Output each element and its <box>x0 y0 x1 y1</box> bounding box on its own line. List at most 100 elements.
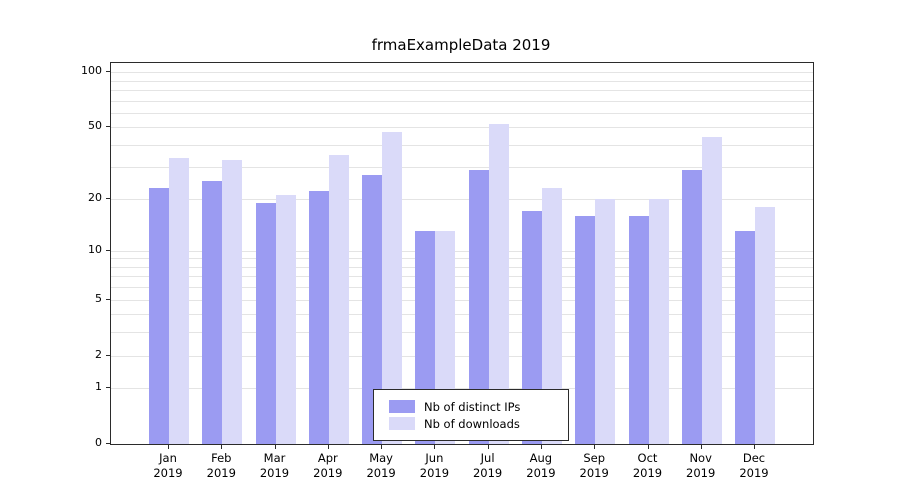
x-tick-mark <box>487 445 489 449</box>
x-tick-year: 2019 <box>153 466 183 480</box>
gridline <box>111 314 813 316</box>
y-tick-label-50: 50 <box>88 119 102 133</box>
grid-layer <box>111 63 813 444</box>
y-tick-label-2: 2 <box>95 347 102 361</box>
x-tick-month: Jun <box>425 451 444 465</box>
legend: Nb of distinct IPs Nb of downloads <box>373 389 569 441</box>
x-tick-year: 2019 <box>419 466 450 480</box>
bar-nb-of-downloads-jan <box>169 157 189 444</box>
x-tick-month: Jul <box>480 451 495 465</box>
bar-nb-of-distinct-ips-dec <box>735 231 755 444</box>
gridline <box>111 89 813 91</box>
gridline <box>111 80 813 82</box>
x-tick-year: 2019 <box>366 466 396 480</box>
x-tick-year: 2019 <box>526 466 556 480</box>
chart-title: frmaExampleData 2019 <box>371 36 551 54</box>
x-tick-mark <box>327 445 329 449</box>
bar-nb-of-downloads-mar <box>275 194 296 444</box>
x-tick-month: Apr <box>317 451 338 465</box>
x-tick-mark <box>700 445 702 449</box>
x-tick-month: May <box>369 451 393 465</box>
x-tick-label-oct: Oct 2019 <box>622 451 674 481</box>
legend-label-downloads: Nb of downloads <box>424 416 520 431</box>
x-tick-month: Mar <box>263 451 286 465</box>
bar-nb-of-distinct-ips-aug <box>521 211 542 444</box>
bar-nb-of-distinct-ips-feb <box>202 181 223 444</box>
gridline <box>111 167 813 169</box>
bar-nb-of-distinct-ips-jan <box>149 187 169 444</box>
x-tick-mark <box>540 445 542 449</box>
bar-nb-of-distinct-ips-sep <box>575 215 596 444</box>
x-tick-label-jan: Jan 2019 <box>142 451 194 481</box>
y-tick-label-5: 5 <box>95 291 102 305</box>
gridline <box>111 266 813 268</box>
bars-layer <box>111 63 813 444</box>
x-tick-label-aug: Aug 2019 <box>515 451 567 481</box>
bar-nb-of-downloads-oct <box>648 198 669 444</box>
bar-nb-of-distinct-ips-jul <box>468 169 489 444</box>
x-tick-month: Jan <box>159 451 177 465</box>
y-tick-label-0: 0 <box>95 436 102 449</box>
x-tick-year: 2019 <box>472 466 503 480</box>
x-tick-year: 2019 <box>739 466 769 480</box>
gridline <box>111 276 813 278</box>
gridline <box>111 112 813 114</box>
x-tick-label-jul: Jul 2019 <box>462 451 514 481</box>
x-tick-year: 2019 <box>579 466 609 480</box>
y-tick-mark <box>106 443 110 444</box>
bar-nb-of-downloads-sep <box>595 198 616 444</box>
x-tick-mark <box>168 445 169 449</box>
bar-nb-of-downloads-jul <box>488 124 509 444</box>
x-tick-label-sep: Sep 2019 <box>568 451 620 481</box>
plot-area: Nb of distinct IPs Nb of downloads <box>110 62 814 445</box>
x-tick-mark <box>274 445 276 449</box>
y-tick-mark <box>106 354 110 356</box>
x-tick-year: 2019 <box>206 466 236 480</box>
x-tick-label-mar: Mar 2019 <box>249 451 301 481</box>
gridline <box>111 299 813 301</box>
x-tick-year: 2019 <box>686 466 716 480</box>
x-tick-label-apr: Apr 2019 <box>302 451 354 481</box>
x-tick-label-nov: Nov 2019 <box>675 451 727 481</box>
x-tick-month: Aug <box>529 451 553 465</box>
bar-nb-of-distinct-ips-oct <box>628 215 649 444</box>
x-tick-mark <box>434 445 436 449</box>
legend-swatch-distinct-ips <box>389 400 415 413</box>
gridline <box>111 198 813 200</box>
x-tick-label-feb: Feb 2019 <box>195 451 247 481</box>
y-tick-mark <box>106 249 110 251</box>
gridline <box>111 250 813 252</box>
y-tick-mark <box>106 387 110 389</box>
bar-nb-of-downloads-apr <box>328 155 349 444</box>
legend-item-distinct-ips: Nb of distinct IPs <box>389 398 568 415</box>
y-tick-label-1: 1 <box>95 380 102 394</box>
bar-nb-of-distinct-ips-apr <box>308 191 329 444</box>
legend-item-downloads: Nb of downloads <box>389 415 568 432</box>
legend-swatch-downloads <box>389 417 415 430</box>
x-tick-month: Dec <box>742 451 766 465</box>
x-tick-year: 2019 <box>259 466 290 480</box>
x-tick-mark <box>647 445 649 449</box>
x-tick-month: Nov <box>689 451 712 465</box>
gridline <box>111 100 813 102</box>
gridline <box>111 388 813 390</box>
x-tick-label-may: May 2019 <box>355 451 407 481</box>
x-tick-mark <box>594 445 596 449</box>
y-tick-mark <box>106 298 110 300</box>
y-tick-mark <box>106 197 110 199</box>
gridline <box>111 144 813 146</box>
gridline <box>111 287 813 289</box>
gridline <box>111 72 813 73</box>
x-tick-label-dec: Dec 2019 <box>728 451 780 481</box>
bar-nb-of-downloads-may <box>382 132 403 444</box>
y-tick-label-20: 20 <box>88 190 102 204</box>
bar-nb-of-distinct-ips-mar <box>255 202 276 444</box>
x-tick-month: Oct <box>637 451 658 465</box>
y-tick-label-10: 10 <box>88 242 102 256</box>
gridline <box>111 332 813 334</box>
legend-label-distinct-ips: Nb of distinct IPs <box>424 399 521 414</box>
x-tick-mark <box>221 445 223 449</box>
x-tick-month: Feb <box>211 451 232 465</box>
x-tick-mark <box>754 445 755 449</box>
